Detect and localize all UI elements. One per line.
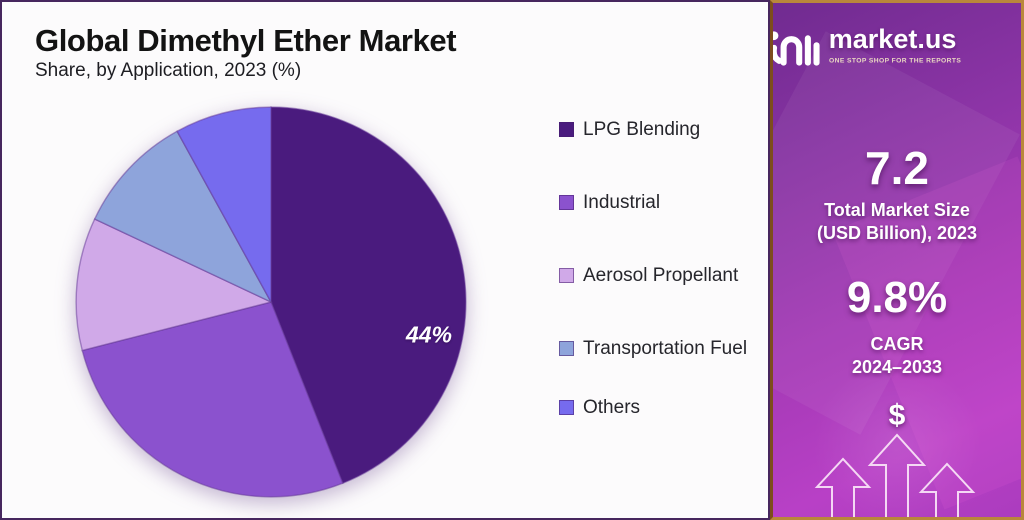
legend-item-lpg-blending: LPG Blending [559, 116, 749, 143]
legend-swatch [559, 122, 574, 137]
cagr-label-line2: 2024–2033 [851, 357, 943, 377]
pie-slice-transportation-fuel [93, 130, 273, 304]
brand-name: market.us [828, 24, 957, 54]
pie-slice-percentage-label: 44% [405, 321, 452, 348]
legend-swatch [559, 400, 574, 415]
page-title: Global Dimethyl Ether Market [35, 23, 457, 58]
up-arrow-icon [867, 433, 927, 517]
up-arrow-icon [918, 462, 976, 517]
legend-item-aerosol-propellant: Aerosol Propellant [559, 262, 749, 289]
brand-tagline: ONE STOP SHOP FOR THE REPORTS [828, 57, 962, 65]
legend-item-others: Others [559, 394, 749, 421]
cagr-label-line1: CAGR [870, 334, 924, 354]
brand-text: market.us ONE STOP SHOP FOR THE REPORTS [828, 24, 1021, 68]
cagr-value: 9.8% [846, 273, 948, 322]
pie-svg [75, 106, 467, 498]
pie-slice-industrial [81, 301, 344, 498]
total-market-size-value: 7.2 [865, 142, 929, 194]
total-market-size-label-line1: Total Market Size [824, 200, 970, 220]
pie-slice-aerosol-propellant [75, 218, 274, 352]
legend-swatch [559, 268, 574, 283]
total-market-size-label-line2: (USD Billion), 2023 [816, 223, 978, 243]
pie-slice-lpg-blending [270, 106, 467, 485]
chart-legend: LPG Blending Industrial Aerosol Propellant… [559, 116, 749, 421]
legend-swatch [559, 341, 574, 356]
dollar-icon: $ [888, 399, 906, 432]
page-subtitle: Share, by Application, 2023 (%) [35, 60, 302, 82]
brand-sidebar: market.us ONE STOP SHOP FOR THE REPORTS … [770, 0, 1024, 520]
chart-panel: Global Dimethyl Ether Market Share, by A… [0, 0, 770, 520]
marketus-logo-icon [773, 31, 820, 66]
total-market-size-label: Total Market Size (USD Billion), 2023 [773, 199, 1021, 245]
legend-item-industrial: Industrial [559, 189, 749, 216]
chart-header: Global Dimethyl Ether Market Share, by A… [35, 23, 457, 82]
legend-label: Others [583, 397, 641, 418]
pie-chart: 44% [68, 99, 474, 505]
growth-arrows-icon [814, 433, 976, 517]
cagr-label: CAGR 2024–2033 [773, 333, 1021, 379]
brand-logo: market.us ONE STOP SHOP FOR THE REPORTS [773, 25, 1021, 69]
legend-item-transportation-fuel: Transportation Fuel [559, 335, 749, 362]
legend-label: Aerosol Propellant [583, 265, 739, 286]
up-arrow-icon [814, 457, 872, 517]
legend-swatch [559, 195, 574, 210]
legend-label: Transportation Fuel [583, 338, 748, 359]
legend-label: LPG Blending [583, 119, 701, 140]
legend-label: Industrial [583, 192, 661, 213]
pie-slice-others [176, 106, 272, 303]
